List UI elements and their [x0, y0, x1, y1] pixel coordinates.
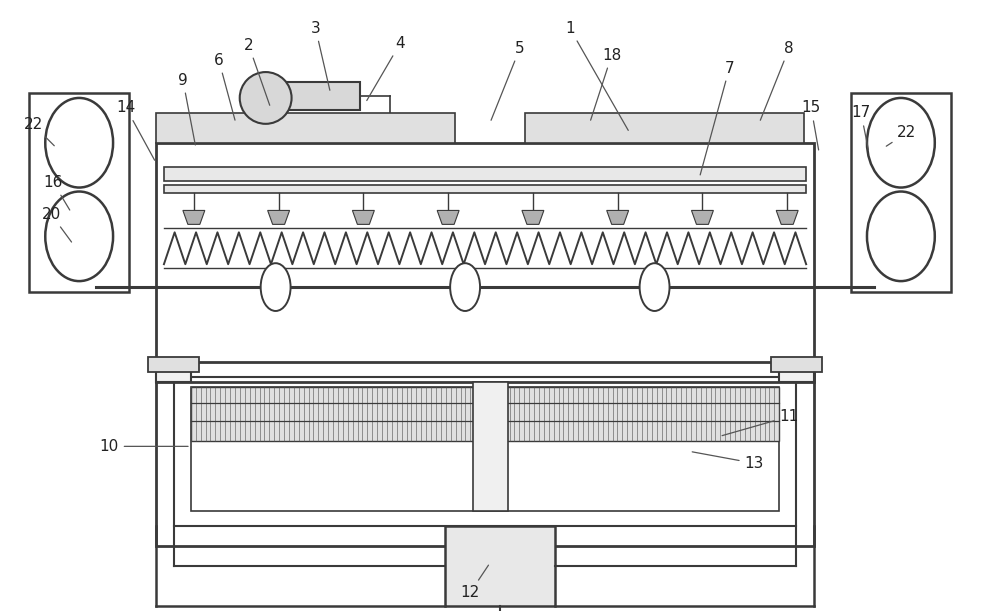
Text: 22: 22	[886, 125, 916, 146]
Polygon shape	[607, 211, 629, 225]
Bar	[525, 113, 804, 143]
Ellipse shape	[261, 263, 291, 311]
Bar	[445, 526, 555, 606]
Text: 8: 8	[760, 40, 794, 121]
Ellipse shape	[45, 98, 113, 187]
Text: 11: 11	[722, 409, 799, 436]
Ellipse shape	[450, 263, 480, 311]
Bar	[156, 113, 455, 143]
Bar	[191, 387, 779, 511]
Text: 17: 17	[851, 105, 871, 150]
Text: 22: 22	[24, 118, 54, 146]
Polygon shape	[776, 211, 798, 225]
Polygon shape	[691, 211, 713, 225]
Text: 1: 1	[565, 21, 628, 130]
Polygon shape	[437, 211, 459, 225]
Text: 18: 18	[591, 48, 621, 120]
Polygon shape	[268, 211, 290, 225]
Bar	[156, 143, 814, 382]
Bar	[156, 362, 191, 382]
Bar	[29, 93, 129, 292]
Bar	[164, 166, 806, 181]
Ellipse shape	[867, 192, 935, 281]
Bar	[148, 357, 199, 371]
Text: 7: 7	[700, 61, 734, 175]
Bar	[286, 82, 360, 110]
Text: 14: 14	[116, 100, 155, 160]
Ellipse shape	[240, 72, 292, 124]
Text: 3: 3	[311, 21, 330, 90]
Text: 12: 12	[460, 565, 488, 600]
Bar	[779, 362, 814, 382]
Bar	[156, 362, 814, 546]
Polygon shape	[183, 211, 205, 225]
Ellipse shape	[640, 263, 670, 311]
Text: 13: 13	[692, 452, 764, 471]
Text: 5: 5	[491, 40, 525, 121]
Bar	[191, 387, 779, 441]
Polygon shape	[352, 211, 374, 225]
Polygon shape	[522, 211, 544, 225]
Bar	[473, 382, 508, 511]
Text: 16: 16	[44, 175, 70, 210]
Text: 4: 4	[367, 35, 405, 100]
Text: 10: 10	[99, 439, 188, 454]
Ellipse shape	[45, 192, 113, 281]
Text: 9: 9	[178, 73, 195, 145]
Bar	[164, 185, 806, 193]
Text: 15: 15	[802, 100, 821, 150]
Bar	[851, 93, 951, 292]
Ellipse shape	[867, 98, 935, 187]
Bar	[174, 376, 796, 526]
Text: 2: 2	[244, 38, 270, 105]
Text: 6: 6	[214, 53, 235, 120]
Bar	[771, 357, 822, 371]
Text: 20: 20	[42, 207, 72, 242]
